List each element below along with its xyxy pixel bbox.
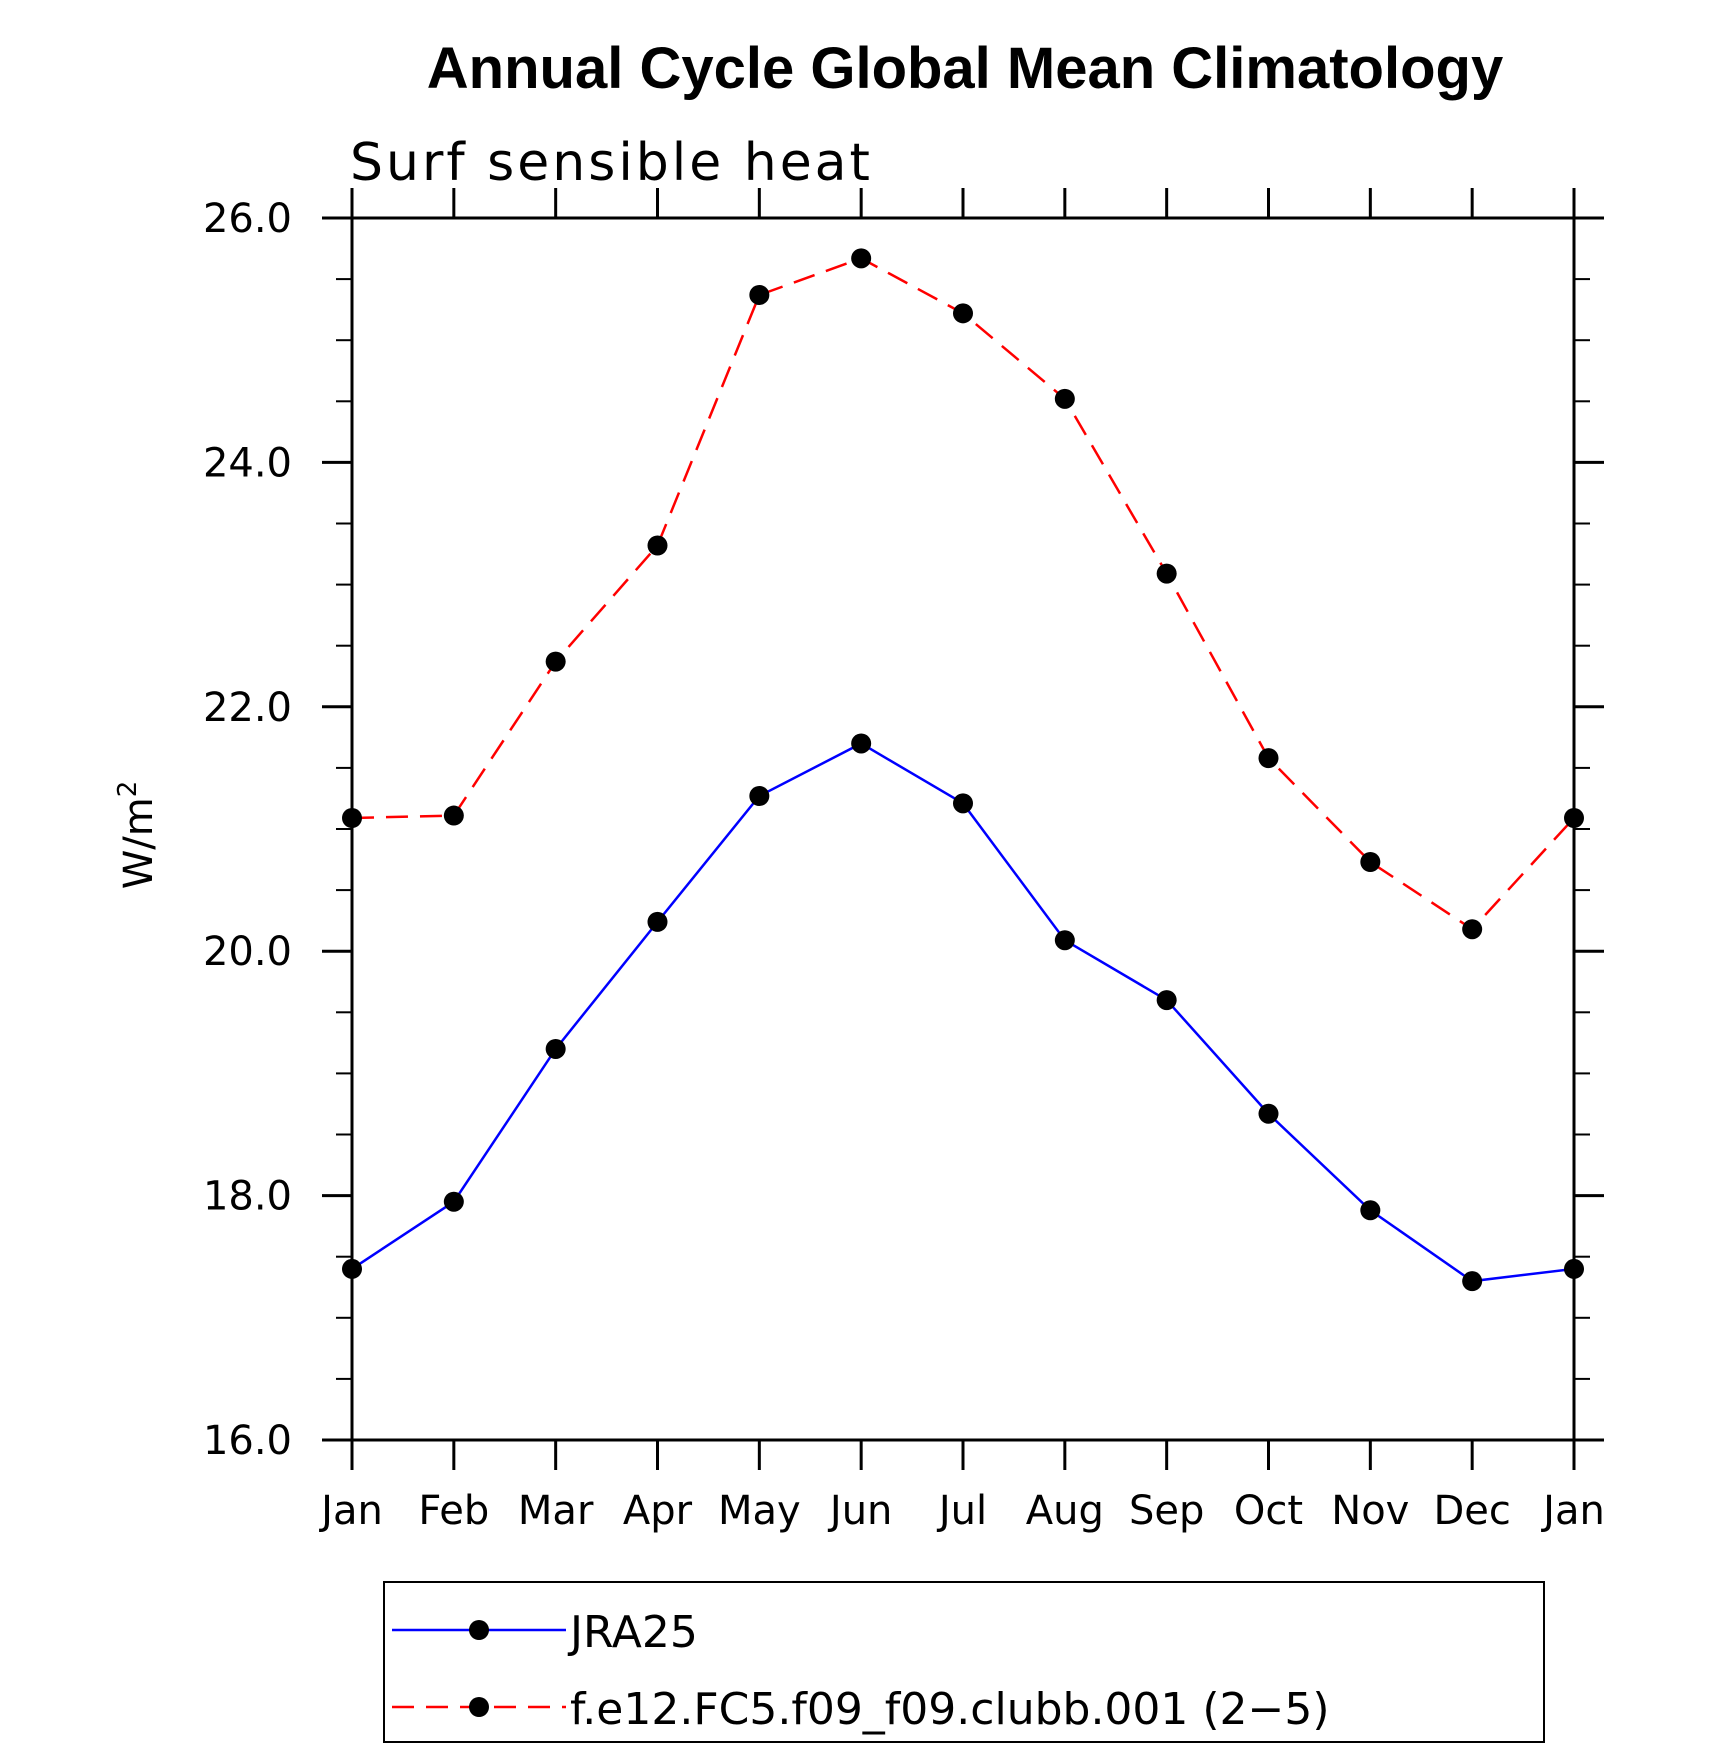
legend-swatch-marker [469,1697,489,1717]
series-2-point [1360,851,1381,872]
plot-area: Jan Feb Mar Apr May Jun Jul Aug Sep Oct Nov Dec Jan 1… [203,188,1605,1534]
x-tick-label: Apr [623,1488,693,1534]
x-tick-label: Jan [318,1488,383,1534]
x-tick-label: Mar [518,1488,594,1534]
x-tick-label: Feb [418,1488,489,1534]
series-1-point [1258,1103,1279,1124]
series-1-point [953,793,973,814]
x-tick-label: May [718,1488,801,1534]
series-1-point [443,1191,464,1212]
x-tick-label: Oct [1234,1488,1303,1534]
series-2-point [342,808,362,829]
series-line-1 [351,742,1575,1283]
chart-subtitle: Surf sensible heat [350,133,873,193]
x-tick-label: Jun [827,1488,893,1534]
x-tick-label: Aug [1026,1488,1104,1534]
series-1-point [1156,990,1177,1011]
y-tick-label: 20.0 [203,929,292,975]
y-tick-label: 16.0 [203,1418,292,1464]
series-2-point [1258,748,1279,769]
x-tick-label: Jul [936,1488,987,1534]
x-tick-label: Sep [1129,1488,1204,1534]
y-tick-label: 26.0 [203,196,292,242]
series-2-point [749,284,770,305]
y-tick-label: 22.0 [203,685,292,731]
legend-label: JRA25 [567,1607,698,1658]
series-1-point [1462,1271,1483,1292]
plot-frame [350,216,1576,1442]
legend: JRA25 f.e12.FC5.f09_f09.clubb.001 (2−5) [383,1581,1545,1743]
y-axis-label-unit: W/m [116,797,162,889]
series-1-point [647,911,668,932]
series-1-point [1054,930,1075,951]
series-2-point [851,248,872,269]
legend-box [383,1581,1545,1743]
x-tick-label: Dec [1433,1488,1510,1534]
chart-title: Annual Cycle Global Mean Climatology [427,36,1503,101]
series-1-point [1360,1200,1381,1221]
series-line-2 [351,256,1575,931]
series-2-point [1054,388,1075,409]
series-2-point [1564,808,1584,829]
y-tick-label: 24.0 [203,440,292,486]
x-tick-label: Nov [1331,1488,1409,1534]
series-2-point [545,651,566,672]
y-axis-label: W/m2 [113,781,162,890]
series-2-point [953,303,973,324]
series-2-point [1462,919,1483,940]
series-1-point [545,1038,566,1059]
y-axis-label-exponent: 2 [113,781,143,798]
y-tick-label: 18.0 [203,1174,292,1220]
series-2-point [647,535,668,556]
legend-swatch-marker [469,1620,489,1640]
x-tick-label: Jan [1540,1488,1605,1534]
series-1-point [749,786,770,807]
series-2-point [1156,563,1177,584]
series-1-point [342,1258,362,1279]
series-1-point [851,733,872,754]
series-2-point [443,805,464,826]
legend-label: f.e12.FC5.f09_f09.clubb.001 (2−5) [570,1684,1330,1735]
series-1-point [1564,1258,1584,1279]
